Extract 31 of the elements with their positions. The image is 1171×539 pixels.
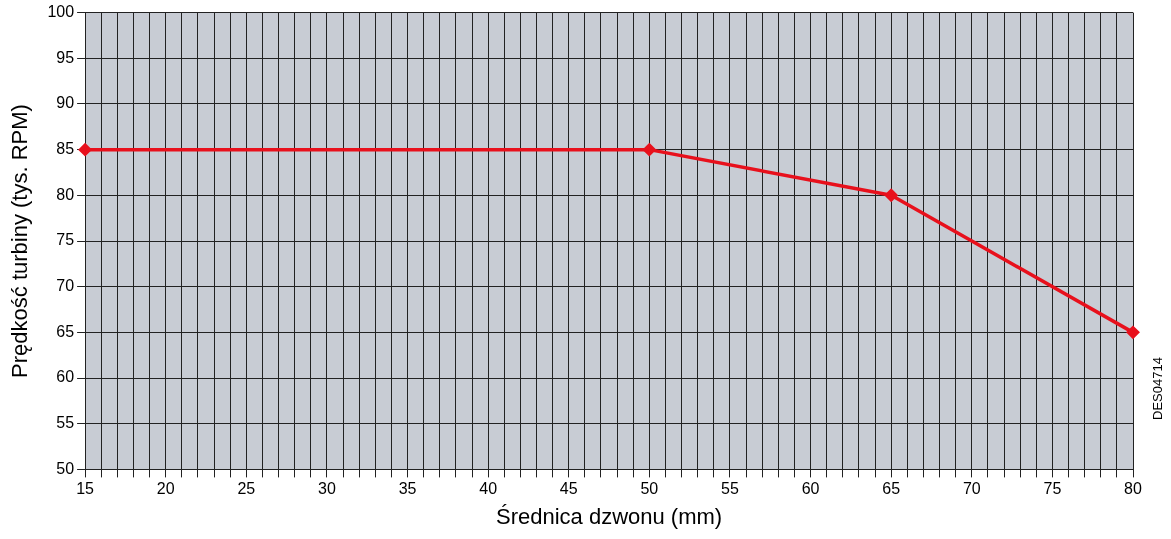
x-tick-label: 70: [962, 480, 981, 498]
x-tick-label: 55: [721, 480, 739, 498]
y-tick-label: 80: [56, 185, 75, 203]
x-tick-label: 60: [801, 480, 820, 498]
y-tick-label: 70: [56, 277, 75, 295]
y-tick-label: 75: [56, 231, 75, 249]
y-tick-label: 65: [56, 322, 75, 340]
x-tick-label: 80: [1124, 480, 1142, 498]
y-tick-label: 50: [56, 459, 75, 477]
point: [884, 189, 898, 202]
x-tick-label: 50: [640, 480, 659, 498]
x-tick-label: 15: [76, 480, 95, 498]
x-tick-label: 25: [237, 480, 256, 498]
y-tick-label: 100: [47, 3, 75, 21]
x-axis-title: Średnica dzwonu (mm): [495, 503, 723, 529]
x-tick-label: 40: [479, 480, 498, 498]
point: [643, 143, 656, 156]
y-tick-label: 90: [56, 94, 75, 112]
x-tick-label: 75: [1043, 480, 1062, 498]
y-tick-label: 55: [56, 414, 75, 432]
y-tick-label: 95: [56, 48, 75, 66]
point: [1126, 326, 1140, 339]
x-tick-label: 30: [318, 480, 336, 498]
y-tick-label: 60: [56, 368, 75, 386]
text: DES04714: [1150, 357, 1165, 420]
x-tick-label: 45: [559, 480, 578, 498]
x-tick-label: 35: [398, 480, 417, 498]
x-tick-label: 20: [156, 480, 175, 498]
x-tick-label: 65: [882, 480, 901, 498]
y-tick-label: 85: [56, 140, 75, 158]
y-axis-title: Prędkość turbiny (tys. RPM): [7, 104, 33, 378]
